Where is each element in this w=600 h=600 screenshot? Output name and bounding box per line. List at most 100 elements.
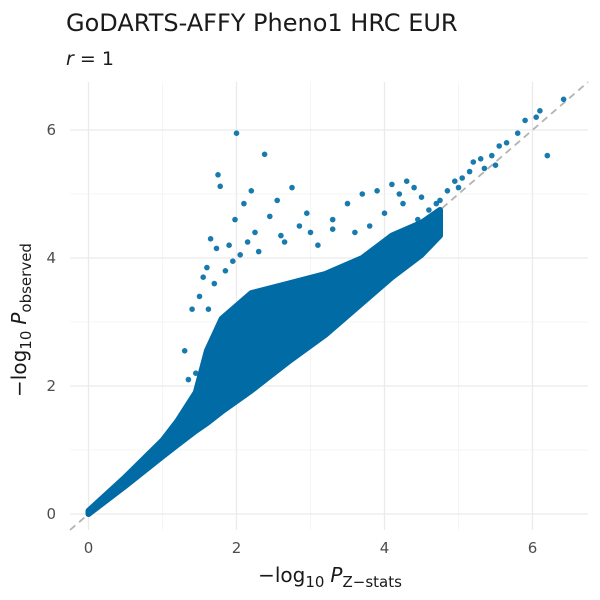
data-point	[204, 264, 210, 271]
data-point	[289, 184, 295, 191]
y-label-prefix: −log	[7, 350, 31, 397]
data-point	[181, 348, 188, 354]
data-point	[418, 194, 425, 200]
data-point	[496, 143, 503, 149]
data-point	[222, 268, 229, 274]
data-point	[352, 229, 358, 236]
data-point	[233, 130, 240, 136]
data-point	[211, 280, 218, 287]
data-point	[244, 239, 251, 245]
y-tick-label: 4	[46, 249, 56, 267]
data-point	[232, 216, 238, 223]
dense-band-group	[85, 207, 443, 517]
data-point	[200, 274, 206, 281]
data-point	[359, 191, 366, 197]
data-point	[267, 213, 273, 220]
data-point	[522, 117, 528, 124]
data-point	[315, 242, 321, 248]
y-label-base: 10	[17, 331, 35, 350]
grid	[70, 82, 588, 530]
x-tick-label: 6	[528, 539, 538, 557]
x-label-subscript: Z−stats	[342, 573, 402, 591]
x-tick-label: 0	[84, 539, 94, 557]
data-point	[196, 293, 203, 300]
data-point	[477, 156, 484, 162]
y-tick-label: 0	[46, 505, 56, 523]
data-point	[381, 210, 388, 216]
data-point	[248, 188, 255, 194]
data-point	[255, 248, 262, 255]
data-point	[329, 216, 336, 223]
x-tick-labels: 0 2 4 6	[84, 539, 538, 557]
x-tick-label: 2	[232, 539, 242, 557]
subtitle-value: 1	[102, 48, 114, 70]
data-point	[296, 223, 303, 229]
data-point	[389, 181, 395, 188]
y-axis-label: −log10 Pobserved	[7, 243, 35, 397]
data-point	[411, 184, 417, 191]
y-tick-label: 2	[46, 377, 56, 395]
data-point	[207, 236, 214, 242]
data-point	[544, 152, 551, 159]
data-point	[437, 197, 443, 204]
data-point	[396, 191, 403, 197]
dense-point-band	[85, 207, 443, 517]
data-point	[241, 200, 247, 207]
data-point	[533, 114, 539, 120]
data-point	[252, 229, 258, 236]
data-point	[466, 168, 473, 175]
chart-subtitle: r = 1	[66, 48, 114, 70]
data-point	[433, 200, 440, 207]
data-point	[444, 188, 451, 194]
data-point	[185, 376, 192, 383]
subtitle-var: r	[66, 48, 75, 70]
data-point	[193, 370, 199, 377]
x-axis-label: −log10 PZ−stats	[258, 563, 402, 591]
data-point	[426, 207, 432, 213]
data-point	[400, 200, 406, 207]
data-point	[215, 172, 221, 178]
data-point	[492, 162, 499, 168]
data-point	[374, 188, 380, 194]
data-point	[537, 108, 543, 114]
data-point	[226, 242, 232, 248]
x-label-prefix: −log	[258, 563, 305, 587]
y-tick-labels: 0 2 4 6	[46, 121, 56, 523]
data-point	[189, 306, 195, 313]
data-point	[230, 258, 236, 265]
data-point	[304, 210, 310, 216]
x-tick-label: 4	[380, 539, 390, 557]
data-point	[470, 159, 477, 165]
x-label-var: P	[330, 563, 343, 587]
y-label-subscript: observed	[17, 243, 35, 313]
data-point	[307, 229, 314, 236]
data-point	[514, 130, 521, 136]
chart-title: GoDARTS-AFFY Pheno1 HRC EUR	[66, 9, 458, 37]
data-point	[560, 96, 567, 103]
data-point	[403, 178, 410, 184]
data-point	[261, 151, 268, 158]
data-point	[344, 200, 351, 207]
data-point	[481, 165, 488, 172]
x-label-base: 10	[305, 573, 324, 591]
data-point	[274, 197, 281, 204]
data-point	[503, 140, 510, 146]
data-point	[452, 178, 458, 184]
data-point	[237, 252, 243, 258]
data-point	[459, 175, 466, 181]
data-point	[329, 226, 336, 232]
data-point	[213, 245, 220, 252]
data-point	[455, 184, 462, 191]
data-point	[278, 232, 284, 239]
subtitle-op: =	[74, 48, 102, 70]
y-tick-label: 6	[46, 121, 56, 139]
data-point	[205, 306, 212, 313]
outlier-points	[181, 96, 567, 383]
data-point	[415, 216, 421, 223]
data-point	[217, 183, 223, 190]
y-label-var: P	[7, 312, 31, 325]
data-point	[281, 239, 288, 245]
data-point	[489, 152, 495, 159]
data-point	[366, 223, 373, 229]
